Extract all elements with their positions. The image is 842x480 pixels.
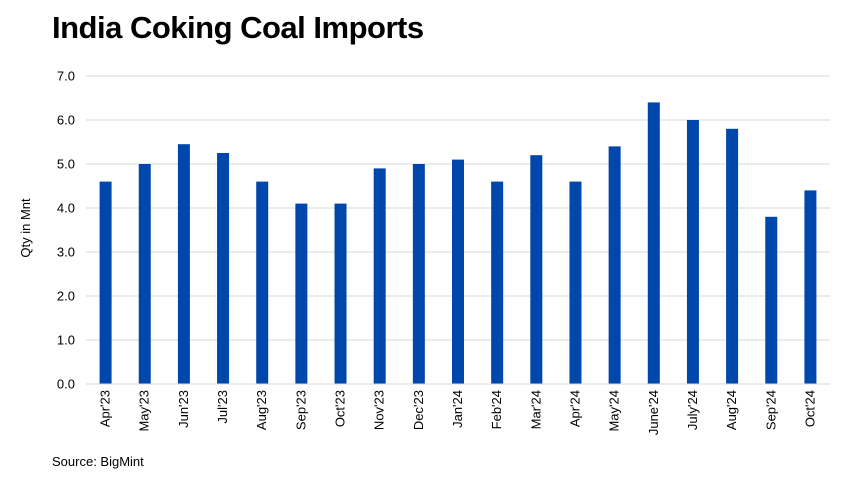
y-axis-tick-labels: 0.0 1.0 2.0 3.0 4.0 5.0 6.0 7.0: [57, 69, 75, 392]
y-tick-label: 2.0: [57, 289, 75, 304]
bar: [334, 203, 347, 384]
x-tick-label: Jan'24: [450, 390, 465, 428]
x-tick-label: Apr'24: [567, 390, 582, 427]
bar: [608, 146, 621, 384]
bar: [804, 190, 817, 384]
x-tick-label: Feb'24: [489, 390, 504, 429]
x-tick-label: June'24: [646, 390, 661, 435]
y-tick-label: 5.0: [57, 157, 75, 172]
bar: [452, 159, 464, 384]
bar: [256, 181, 269, 384]
y-tick-label: 3.0: [57, 245, 75, 260]
x-tick-label: Aug'23: [254, 390, 269, 430]
bar: [765, 216, 778, 384]
bar: [412, 164, 425, 384]
y-tick-label: 4.0: [57, 201, 75, 216]
x-tick-label: Sep'24: [763, 390, 778, 430]
x-tick-label: Apr'23: [98, 390, 113, 427]
y-tick-label: 6.0: [57, 113, 75, 128]
x-tick-label: May'24: [607, 390, 622, 432]
x-tick-label: May'23: [137, 390, 152, 432]
bar: [647, 102, 660, 385]
bar: [686, 120, 699, 384]
bar: [569, 181, 582, 384]
x-tick-label: Sep'23: [293, 390, 308, 430]
bar-series: [99, 102, 817, 385]
x-tick-label: Nov'23: [372, 390, 387, 430]
y-tick-label: 7.0: [57, 69, 75, 84]
chart-title: India Coking Coal Imports: [52, 10, 424, 45]
x-tick-label: Oct'23: [333, 390, 348, 427]
x-tick-label: July'24: [685, 390, 700, 430]
x-tick-label: Mar'24: [528, 390, 543, 429]
bar: [491, 181, 504, 384]
source-note: Source: BigMint: [52, 454, 144, 469]
x-tick-label: Aug'24: [724, 390, 739, 430]
bar: [138, 164, 151, 384]
x-tick-label: Dec'23: [411, 390, 426, 430]
bar: [177, 144, 190, 384]
bar: [530, 155, 543, 384]
y-tick-label: 0.0: [57, 377, 75, 392]
y-axis-title: Qty in Mnt: [18, 198, 33, 258]
bar: [99, 181, 112, 384]
bar: [217, 153, 230, 384]
bar: [726, 128, 739, 384]
bar: [295, 203, 308, 384]
x-axis-tick-labels: Apr'23 May'23 Jun'23 Jul'23 Aug'23 Sep'23 Oct'…: [98, 390, 818, 435]
bar: [373, 168, 386, 384]
x-tick-label: Jul'23: [215, 390, 230, 424]
x-tick-label: Jun'23: [176, 390, 191, 428]
x-tick-label: Oct'24: [802, 390, 817, 427]
y-tick-label: 1.0: [57, 333, 75, 348]
